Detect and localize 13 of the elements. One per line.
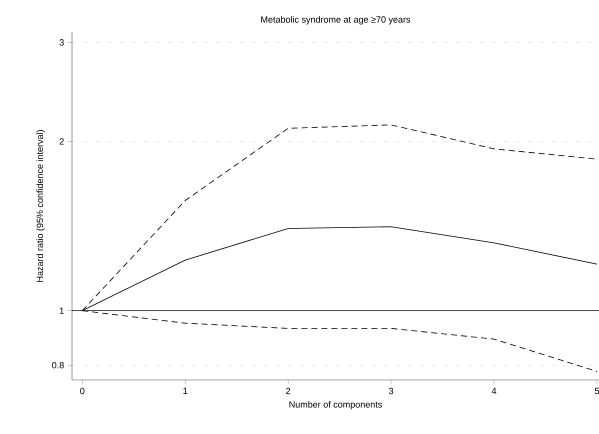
y-tick-label: 0.8 [52,362,64,368]
y-tick-label: 3 [60,39,64,46]
x-axis-title: Number of components [289,401,382,410]
x-tick-label: 1 [183,388,188,394]
y-tick-label: 2 [60,138,64,145]
x-tick-label: 5 [594,388,599,394]
y-axis-title: Hazard ratio (95% confidence interval) [36,130,45,282]
y-tick-label: 1 [60,308,64,314]
x-tick-label: 4 [492,388,496,394]
x-tick-label: 2 [286,388,290,394]
x-tick-label: 3 [388,388,394,394]
chart-title: Metabolic syndrome at age ≥70 years [261,16,410,24]
x-tick-label: 0 [80,388,84,394]
